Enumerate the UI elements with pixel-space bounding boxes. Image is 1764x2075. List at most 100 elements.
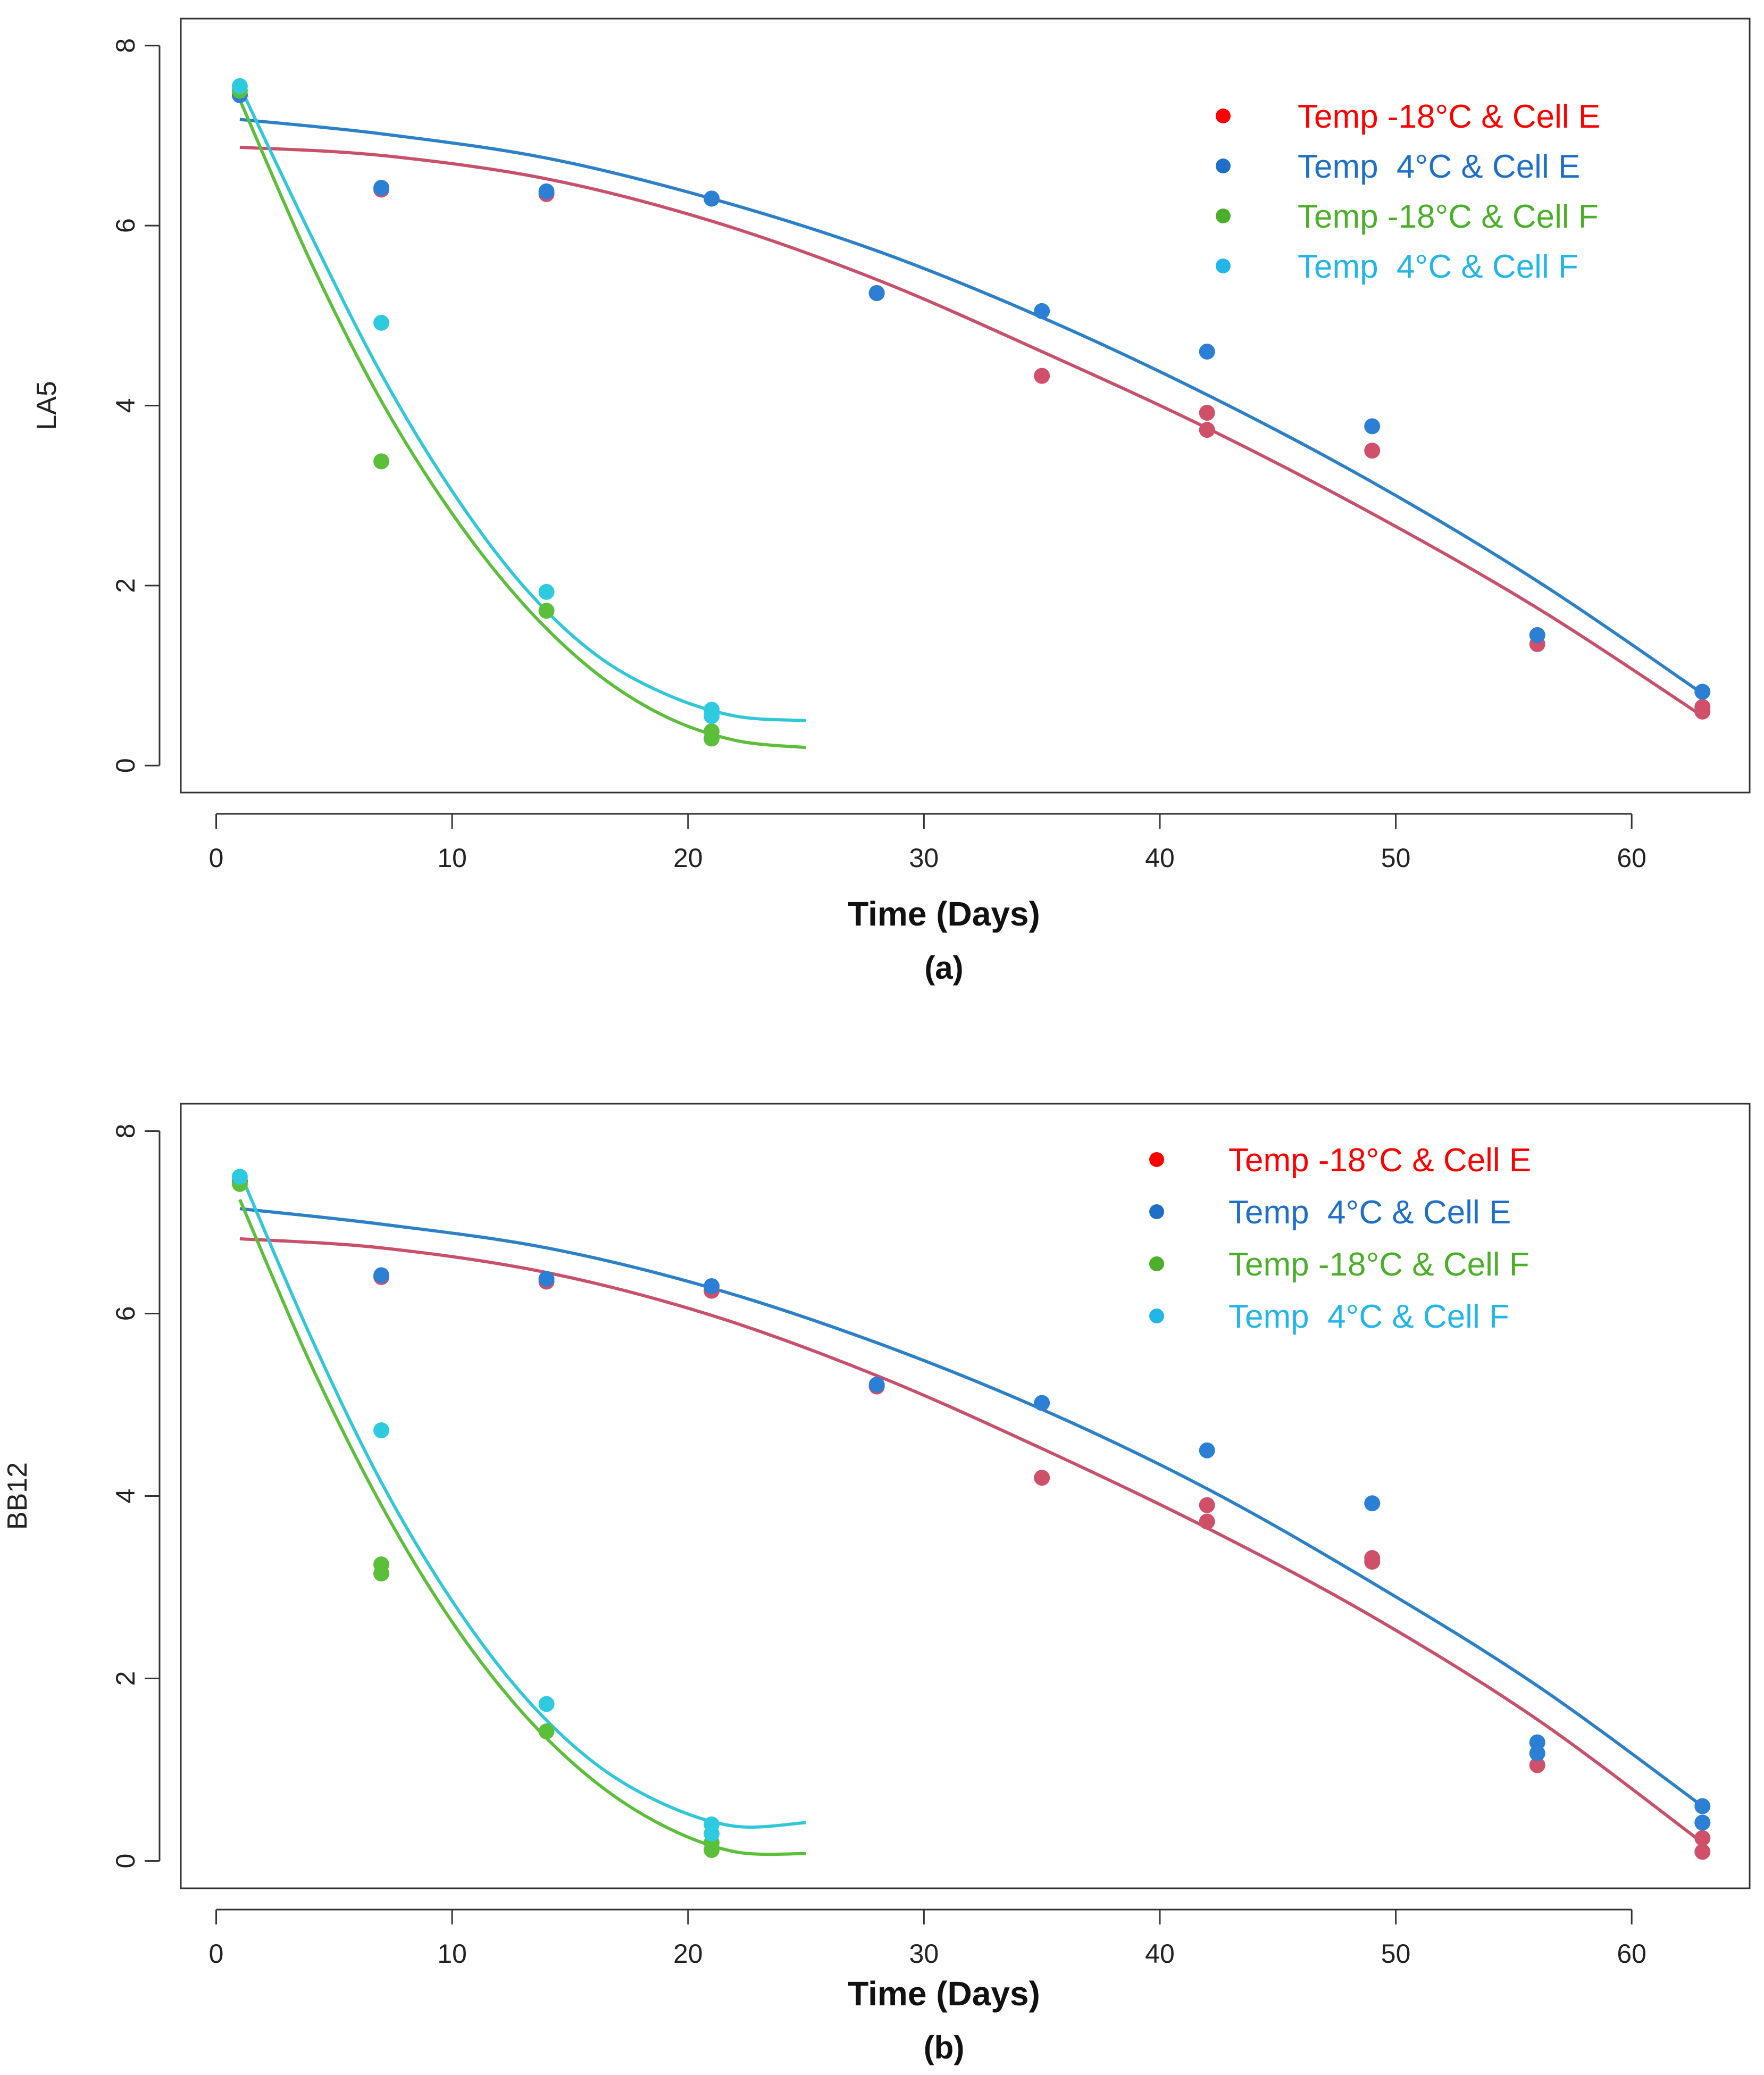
x-tick-label: 30 xyxy=(909,843,939,873)
x-tick-label: 0 xyxy=(209,1939,224,1969)
data-point-series-1 xyxy=(1199,422,1215,438)
legend-marker-series-1 xyxy=(1216,109,1231,123)
data-point-series-2 xyxy=(373,180,390,196)
data-point-series-2 xyxy=(538,1271,555,1287)
x-axis-title: Time (Days) xyxy=(848,1974,1040,2013)
fit-curve-series-1 xyxy=(239,1237,1704,1844)
x-tick-label: 0 xyxy=(209,843,224,873)
data-point-series-1 xyxy=(1199,1513,1215,1530)
data-point-series-2 xyxy=(868,285,885,302)
chart-panel-b: 0 10 20 30 40 50 60 0 2 4 6 8 Time (Days) (b) BB12 Temp… xyxy=(0,1090,1764,2075)
x-tick-label: 40 xyxy=(1145,1939,1175,1969)
data-point-series-2 xyxy=(373,1267,390,1284)
y-tick-label: 6 xyxy=(111,1306,140,1321)
x-axis-title: Time (Days) xyxy=(848,895,1040,933)
data-point-series-4 xyxy=(373,314,390,331)
data-point-series-4 xyxy=(704,1826,720,1842)
x-tick-label: 20 xyxy=(673,843,703,873)
x-tick-label: 60 xyxy=(1617,1939,1646,1969)
data-point-series-1 xyxy=(1694,699,1711,715)
y-tick-label: 8 xyxy=(111,1124,140,1139)
data-point-series-2 xyxy=(1199,1442,1215,1459)
fit-curve-series-2 xyxy=(239,1207,1704,1808)
fit-curve-series-3 xyxy=(238,99,806,749)
y-axis-title: LA5 xyxy=(31,381,62,430)
data-point-series-3 xyxy=(373,1565,390,1582)
chart-panel-a: 0 10 20 30 40 50 60 0 2 4 6 8 Time (Days) (a) LA5 Temp … xyxy=(0,0,1764,1037)
fit-curve-series-4 xyxy=(238,85,806,722)
y-tick-label: 0 xyxy=(111,758,140,773)
data-point-series-4 xyxy=(704,708,720,724)
data-point-series-1 xyxy=(1199,1497,1215,1513)
data-point-series-2 xyxy=(1034,1395,1050,1411)
x-tick-label: 40 xyxy=(1145,843,1175,873)
data-point-series-3 xyxy=(704,723,720,739)
plot-frame xyxy=(180,1103,1751,1889)
data-point-series-4 xyxy=(231,78,248,94)
panel-caption: (a) xyxy=(924,950,963,986)
data-point-series-4 xyxy=(231,1169,248,1185)
legend-marker-series-2 xyxy=(1216,159,1231,173)
legend-marker-series-3 xyxy=(1149,1256,1164,1271)
legend-label-series-1: Temp -18°C & Cell E xyxy=(1228,1142,1531,1179)
y-tick-label: 4 xyxy=(111,1489,140,1504)
data-point-series-3 xyxy=(538,603,555,619)
legend-marker-series-3 xyxy=(1216,209,1231,223)
data-point-series-2 xyxy=(538,183,555,199)
data-point-series-2 xyxy=(1694,684,1711,700)
x-tick-label: 50 xyxy=(1381,1939,1411,1969)
data-point-series-2 xyxy=(1694,1814,1711,1831)
data-point-series-2 xyxy=(1034,303,1050,319)
y-tick-label: 2 xyxy=(111,578,140,593)
legend-label-series-3: Temp -18°C & Cell F xyxy=(1298,198,1599,235)
data-point-series-3 xyxy=(704,1841,720,1858)
y-tick-label: 2 xyxy=(111,1671,140,1686)
data-point-series-2 xyxy=(1694,1798,1711,1814)
y-tick-label: 4 xyxy=(111,398,140,413)
data-point-series-2 xyxy=(1364,418,1381,435)
data-point-series-1 xyxy=(1034,1470,1050,1486)
legend-label-series-4: Temp 4°C & Cell F xyxy=(1298,248,1578,285)
legend-marker-series-4 xyxy=(1149,1309,1164,1323)
data-point-series-1 xyxy=(1364,1553,1381,1570)
data-point-series-4 xyxy=(538,584,555,600)
fit-curve-series-3 xyxy=(238,1198,806,1856)
chart-svg-a: 0 10 20 30 40 50 60 0 2 4 6 8 Time (Days) (a) LA5 Temp … xyxy=(31,18,1751,986)
x-tick-label: 20 xyxy=(673,1939,703,1969)
data-point-series-2 xyxy=(868,1377,885,1393)
legend-label-series-2: Temp 4°C & Cell E xyxy=(1228,1194,1511,1231)
legend-label-series-4: Temp 4°C & Cell F xyxy=(1228,1298,1509,1335)
x-tick-label: 10 xyxy=(437,1939,467,1969)
x-tick-label: 10 xyxy=(437,843,467,873)
data-point-series-1 xyxy=(1364,443,1381,459)
plot-frame xyxy=(180,18,1751,794)
data-point-series-1 xyxy=(1199,405,1215,421)
fit-curve-series-1 xyxy=(239,145,1703,718)
legend-label-series-2: Temp 4°C & Cell E xyxy=(1298,148,1580,185)
data-point-series-2 xyxy=(1529,1745,1545,1762)
data-point-series-1 xyxy=(1694,1844,1711,1860)
data-point-series-2 xyxy=(704,1278,720,1295)
data-point-series-2 xyxy=(1529,1734,1545,1751)
fit-curve-series-4 xyxy=(238,1171,806,1829)
data-point-series-1 xyxy=(1694,1830,1711,1846)
legend-marker-series-1 xyxy=(1149,1152,1164,1167)
data-point-series-3 xyxy=(373,453,390,470)
chart-svg-b: 0 10 20 30 40 50 60 0 2 4 6 8 Time (Days) (b) BB12 Temp… xyxy=(2,1103,1751,2065)
y-axis-title: BB12 xyxy=(2,1462,33,1530)
data-point-series-1 xyxy=(1034,368,1050,384)
data-point-series-2 xyxy=(1529,627,1545,643)
y-tick-label: 8 xyxy=(111,38,140,53)
data-point-series-1 xyxy=(1529,1757,1545,1773)
legend-label-series-1: Temp -18°C & Cell E xyxy=(1298,98,1600,135)
data-point-series-2 xyxy=(1199,343,1215,360)
legend-marker-series-4 xyxy=(1216,259,1231,273)
y-tick-label: 0 xyxy=(111,1854,140,1869)
x-tick-label: 30 xyxy=(909,1939,939,1969)
data-point-series-3 xyxy=(538,1723,555,1739)
data-point-series-2 xyxy=(1364,1495,1381,1512)
legend-label-series-3: Temp -18°C & Cell F xyxy=(1228,1246,1529,1283)
y-tick-label: 6 xyxy=(111,218,140,233)
x-tick-label: 60 xyxy=(1617,843,1646,873)
x-tick-label: 50 xyxy=(1381,843,1411,873)
